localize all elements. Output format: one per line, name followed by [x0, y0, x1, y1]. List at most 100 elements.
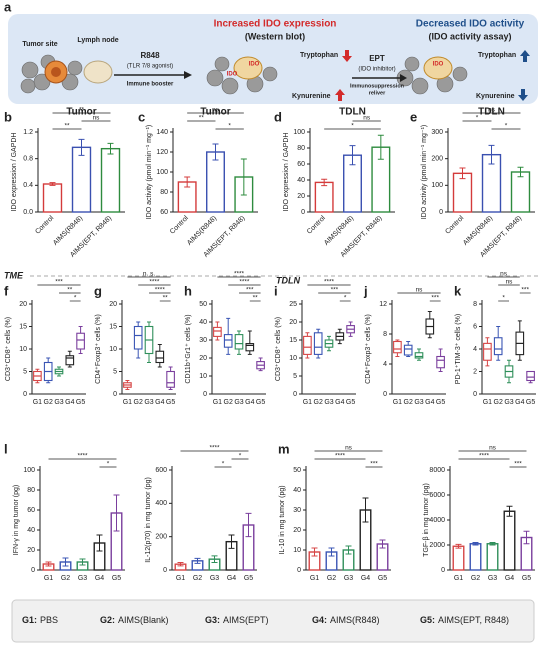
- y-tick-label: 60: [297, 161, 305, 168]
- y-tick-label: 5: [23, 368, 27, 375]
- down-arrow: [518, 89, 528, 101]
- x-tick-label: G2: [494, 399, 503, 406]
- legend-id: G5:: [420, 615, 435, 625]
- legend-box: [11, 599, 535, 643]
- label: R848: [140, 51, 160, 60]
- error-bar: [459, 167, 466, 180]
- y-tick-label: 5: [293, 373, 297, 380]
- title: Decreased IDO activity: [416, 19, 525, 30]
- error-bar: [45, 561, 52, 567]
- legend-entry: G2: AIMS(Blank): [100, 615, 169, 625]
- label: Tryptophan: [300, 52, 338, 59]
- x-tick-label: G5: [346, 399, 355, 406]
- cell: [423, 56, 453, 80]
- y-tick-label: 6: [473, 323, 477, 330]
- box: [213, 326, 222, 337]
- significance-label: *: [222, 461, 225, 468]
- y-axis-label: IDO expression / GAPDH: [283, 133, 290, 212]
- panel-label: k: [454, 283, 462, 298]
- y-tick-label: 10: [109, 346, 117, 353]
- bar: [100, 147, 121, 213]
- significance-label: ns: [488, 107, 496, 114]
- error-bar: [311, 547, 318, 557]
- x-tick-label: G5: [526, 399, 535, 406]
- y-tick-label: 10: [19, 346, 27, 353]
- label: Tryptophan: [478, 52, 516, 59]
- down-arrow: [342, 50, 352, 62]
- y-axis-label: IFN-γ in mg tumor (pg): [13, 485, 20, 555]
- significance-label: ***: [431, 295, 439, 302]
- box: [313, 332, 323, 355]
- x-tick-label: G2: [193, 575, 202, 582]
- panel-label: j: [363, 283, 368, 298]
- panel-label: c: [138, 109, 145, 124]
- x-tick-label: G2: [134, 399, 143, 406]
- y-tick-label: 2000: [429, 542, 445, 549]
- y-tick-label: 50: [293, 467, 301, 474]
- significance-label: ****: [209, 445, 220, 452]
- y-tick-label: 20: [293, 527, 301, 534]
- x-tick-label: AIMS(R848): [462, 215, 494, 247]
- panel-label: l: [4, 441, 8, 456]
- x-tick-label: G1: [123, 399, 132, 406]
- legend-name: AIMS(EPT, R848): [438, 615, 509, 625]
- box: [414, 352, 424, 359]
- label: reliver: [369, 90, 386, 96]
- y-tick-label: 15: [109, 323, 117, 330]
- legend-id: G4:: [312, 615, 327, 625]
- significance-label: *: [344, 295, 347, 302]
- x-tick-label: Control: [169, 214, 190, 235]
- label: Kynurenine: [292, 93, 331, 100]
- y-axis-label: CD3⁺CD8⁺ cells (%): [275, 317, 282, 381]
- significance-label: ns: [489, 445, 497, 452]
- y-tick-label: 80: [27, 487, 35, 494]
- y-axis-label: CD4⁺Foxp3⁺ cells (%): [95, 314, 102, 384]
- label: IDO: [227, 72, 238, 78]
- x-tick-label: Control: [306, 214, 327, 235]
- error-bar: [345, 545, 352, 555]
- panel-label: i: [274, 283, 278, 298]
- box: [65, 355, 75, 366]
- y-axis-label: IDO activity (pmol min⁻¹ mg⁻¹): [421, 125, 428, 220]
- error-bar: [517, 166, 524, 178]
- label: IDO: [433, 62, 444, 68]
- x-tick-label: G1: [483, 399, 492, 406]
- x-tick-label: G5: [244, 575, 253, 582]
- label: (IDO inhibitor): [358, 67, 395, 73]
- bar: [452, 545, 465, 571]
- significance-label: **: [64, 123, 70, 130]
- significance-label: *: [505, 123, 508, 130]
- label: Tumor site: [22, 41, 57, 48]
- error-bar: [184, 176, 191, 188]
- section-label: TME: [4, 270, 24, 280]
- x-tick-label: G2: [224, 399, 233, 406]
- x-tick-label: G1: [393, 399, 402, 406]
- error-bar: [488, 144, 495, 165]
- x-tick-label: G3: [324, 399, 333, 406]
- significance-label: *: [351, 123, 354, 130]
- nucleus: [51, 67, 61, 77]
- bar: [71, 146, 92, 213]
- error-bar: [321, 178, 328, 187]
- y-tick-label: 40: [293, 487, 301, 494]
- significance-label: ****: [479, 453, 490, 460]
- significance-label: ns: [416, 287, 424, 294]
- error-bar: [377, 134, 384, 160]
- x-tick-label: G1: [176, 575, 185, 582]
- error-bar: [49, 182, 56, 186]
- box: [436, 355, 445, 369]
- chart-title: Tumor: [200, 107, 230, 118]
- significance-label: ***: [246, 287, 254, 294]
- legend-entry: G1: PBS: [22, 615, 58, 625]
- y-tick-label: 40: [297, 177, 305, 184]
- y-tick-label: 8: [473, 301, 477, 308]
- chart-title: Tumor: [66, 107, 96, 118]
- schematic: a Tumor site Lymph node R848 (TLR 7/8 ag…: [4, 0, 538, 104]
- y-tick-label: 20: [289, 319, 297, 326]
- label: (TLR 7/8 agonist): [127, 64, 173, 70]
- y-tick-label: 10: [289, 355, 297, 362]
- significance-label: *: [502, 295, 505, 302]
- y-tick-label: 400: [155, 500, 167, 507]
- significance-label: **: [79, 107, 85, 114]
- x-tick-label: Control: [34, 214, 55, 235]
